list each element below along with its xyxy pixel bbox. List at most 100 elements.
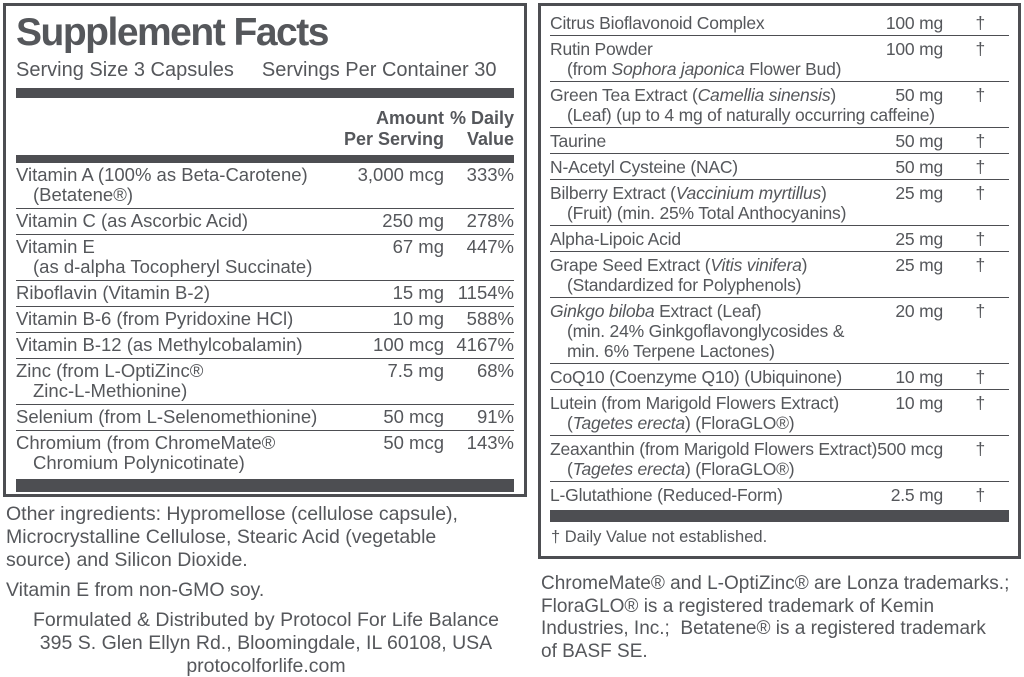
ingredient-name: Bilberry Extract (Vaccinium myrtillus) (F… xyxy=(550,183,1009,223)
ingredient-name-segment: Citrus Bioflavonoid Complex xyxy=(550,12,765,33)
table-row: Bilberry Extract (Vaccinium myrtillus) (F… xyxy=(550,179,1009,225)
ingredient-name-line: Grape Seed Extract (Vitis vinifera) xyxy=(550,255,1009,275)
ingredient-name: Ginkgo biloba Extract (Leaf) (min. 24% Gi… xyxy=(550,301,1009,361)
table-row: Citrus Bioflavonoid Complex 100 mg † xyxy=(550,10,1009,35)
distributor-line: Formulated & Distributed by Protocol For… xyxy=(32,609,500,631)
daily-value: † xyxy=(975,484,985,505)
ingredient-name-line: min. 6% Terpene Lactones) xyxy=(550,341,1009,361)
amount-value: 25 mg xyxy=(895,182,943,203)
amount-value: 3,000 mcg xyxy=(357,164,444,186)
ingredient-name-segment: Flower Bud) xyxy=(744,58,842,79)
ingredient-name-segment: Bilberry Extract ( xyxy=(550,182,676,203)
ingredient-name: Taurine xyxy=(550,131,1009,151)
ingredient-name-line: Citrus Bioflavonoid Complex xyxy=(550,13,1009,33)
table-row: Vitamin B-6 (from Pyridoxine HCl) 10 mg 58… xyxy=(16,305,514,332)
ingredient-name-line: Vitamin B-6 (from Pyridoxine HCl) xyxy=(16,309,514,329)
amount-value: 10 mg xyxy=(895,392,943,413)
ingredient-name: CoQ10 (Coenzyme Q10) (Ubiquinone) xyxy=(550,367,1009,387)
ingredient-name-segment: ) (FloraGLO®) xyxy=(684,458,795,479)
ingredient-name-segment: (Leaf) (up to 4 mg of naturally occurrin… xyxy=(567,104,935,125)
daily-value: † xyxy=(975,300,985,321)
botanicals-panel: Citrus Bioflavonoid Complex 100 mg † Rutin … xyxy=(538,3,1021,559)
ingredient-name-segment: Zeaxanthin (from Marigold Flowers Extrac… xyxy=(550,438,878,459)
serving-size-text: Serving Size 3 Capsules xyxy=(16,58,234,81)
ingredient-name-segment: Chromium Polynicotinate) xyxy=(33,452,245,474)
amount-value: 50 mg xyxy=(895,84,943,105)
daily-value-footnote: † Daily Value not established. xyxy=(551,528,768,546)
ingredient-name-segment: (as d-alpha Tocopheryl Succinate) xyxy=(33,256,313,278)
ingredient-name-line: (Tagetes erecta) (FloraGLO®) xyxy=(550,413,1009,433)
distributor-line: 395 S. Glen Ellyn Rd., Bloomingdale, IL … xyxy=(39,632,493,654)
table-row: Zeaxanthin (from Marigold Flowers Extrac… xyxy=(550,435,1009,481)
table-row: Taurine 50 mg † xyxy=(550,127,1009,153)
ingredient-name: Green Tea Extract (Camellia sinensis) (Le… xyxy=(550,85,1009,125)
daily-value: † xyxy=(975,254,985,275)
serving-info: Serving Size 3 Capsules Servings Per Cont… xyxy=(16,59,514,82)
ingredient-name: Vitamin E (as d-alpha Tocopheryl Succinat… xyxy=(16,237,514,277)
daily-value: † xyxy=(975,366,985,387)
divider-bar xyxy=(16,154,514,163)
amount-value: 2.5 mg xyxy=(890,484,944,505)
ingredient-name-segment: Vitamin C (as Ascorbic Acid) xyxy=(16,210,249,232)
ingredient-name-line: Vitamin B-12 (as Methylcobalamin) xyxy=(16,335,514,355)
ingredient-name-line: Zinc (from L-OptiZinc® xyxy=(16,361,514,381)
daily-value: 278% xyxy=(466,210,514,232)
ingredient-name-segment: L-Glutathione (Reduced-Form) xyxy=(550,484,783,505)
ingredient-name-segment: ( xyxy=(567,458,573,479)
ingredient-name: Selenium (from L-Selenomethionine) xyxy=(16,407,514,427)
ingredient-name-line: Lutein (from Marigold Flowers Extract) xyxy=(550,393,1009,413)
ingredient-name-segment: Grape Seed Extract ( xyxy=(550,254,711,275)
ingredient-name-line: (from Sophora japonica Flower Bud) xyxy=(550,59,1009,79)
ingredient-name-line: Zeaxanthin (from Marigold Flowers Extrac… xyxy=(550,439,1009,459)
daily-value-header: % Daily Value xyxy=(450,108,514,150)
amount-value: 100 mg xyxy=(885,12,943,33)
non-gmo-note: Vitamin E from non-GMO soy. xyxy=(6,579,265,601)
ingredient-name: Lutein (from Marigold Flowers Extract) (T… xyxy=(550,393,1009,433)
supplement-facts-panel: Supplement Facts Serving Size 3 Capsules… xyxy=(3,3,527,497)
distributor-line: protocolforlife.com xyxy=(186,655,346,677)
trademark-line: FloraGLO® is a registered trademark of K… xyxy=(541,595,935,617)
ingredient-name-segment: Vitamin B-12 (as Methylcobalamin) xyxy=(16,334,303,356)
trademark-note: ChromeMate® and L-OptiZinc® are Lonza tr… xyxy=(541,573,1023,663)
ingredient-name-line: Chromium (from ChromeMate® xyxy=(16,433,514,453)
amount-value: 25 mg xyxy=(895,254,943,275)
ingredient-name-segment: Vitis vinifera xyxy=(710,254,802,275)
daily-value: † xyxy=(975,130,985,151)
table-row: Vitamin E (as d-alpha Tocopheryl Succinat… xyxy=(16,233,514,280)
daily-value: 588% xyxy=(466,308,514,330)
distributor-info: Formulated & Distributed by Protocol For… xyxy=(6,609,526,677)
ingredient-name-segment: Vitamin E xyxy=(16,236,95,258)
ingredient-name-segment: ) xyxy=(830,84,837,105)
trademark-line: Industries, Inc.; Betatene® is a registe… xyxy=(541,618,986,639)
table-row: Vitamin C (as Ascorbic Acid) 250 mg 278% xyxy=(16,207,514,234)
table-row: N-Acetyl Cysteine (NAC) 50 mg † xyxy=(550,153,1009,179)
table-row: L-Glutathione (Reduced-Form) 2.5 mg † xyxy=(550,481,1009,507)
ingredient-name: N-Acetyl Cysteine (NAC) xyxy=(550,157,1009,177)
table-row: Green Tea Extract (Camellia sinensis) (Le… xyxy=(550,81,1009,127)
ingredient-name-segment: ) (FloraGLO®) xyxy=(684,412,795,433)
ingredient-name-line: N-Acetyl Cysteine (NAC) xyxy=(550,157,1009,177)
vitamins-table: Vitamin A (100% as Beta-Carotene) (Betate… xyxy=(16,163,514,476)
ingredient-name-line: Taurine xyxy=(550,131,1009,151)
ingredient-name-line: Zinc-L-Methionine) xyxy=(16,381,514,401)
trademark-line: of BASF SE. xyxy=(541,640,648,662)
table-row: Vitamin A (100% as Beta-Carotene) (Betate… xyxy=(16,163,514,208)
ingredient-name-line: Chromium Polynicotinate) xyxy=(16,453,514,473)
table-row: Grape Seed Extract (Vitis vinifera) (Stan… xyxy=(550,251,1009,297)
table-row: Zinc (from L-OptiZinc® Zinc-L-Methionine)… xyxy=(16,357,514,404)
daily-value: 4167% xyxy=(456,334,514,356)
ingredient-name-segment: Taurine xyxy=(550,130,606,151)
ingredient-name-line: (Leaf) (up to 4 mg of naturally occurrin… xyxy=(550,105,1009,125)
ingredient-name-segment: Tagetes erecta xyxy=(572,412,686,433)
left-footer: Other ingredients: Hypromellose (cellulo… xyxy=(6,503,526,677)
ingredient-name-line: Alpha-Lipoic Acid xyxy=(550,229,1009,249)
table-row: Ginkgo biloba Extract (Leaf) (min. 24% Gi… xyxy=(550,297,1009,363)
ingredient-name-segment: Zinc-L-Methionine) xyxy=(33,380,188,402)
amount-value: 7.5 mg xyxy=(387,360,444,382)
amount-header-line2: Per Serving xyxy=(343,128,444,149)
table-row: Riboflavin (Vitamin B-2) 15 mg 1154% xyxy=(16,279,514,306)
ingredient-name: Vitamin B-12 (as Methylcobalamin) xyxy=(16,335,514,355)
daily-value: 143% xyxy=(466,432,514,454)
ingredient-name-line: Vitamin C (as Ascorbic Acid) xyxy=(16,211,514,231)
